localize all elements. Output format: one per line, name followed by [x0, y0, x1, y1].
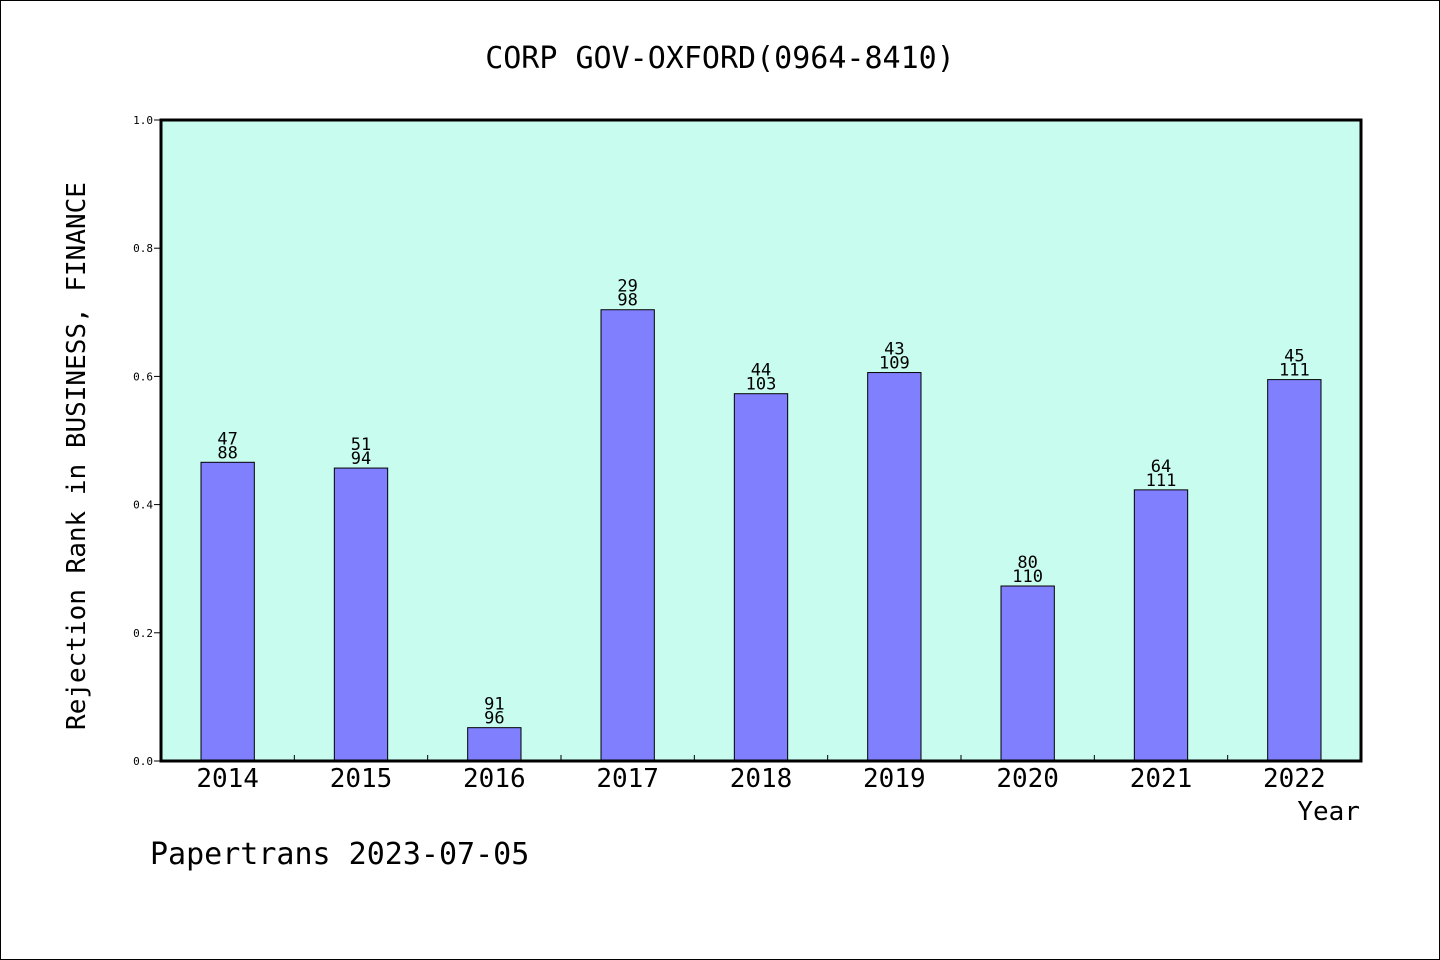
- y-tick-label: 0.0: [133, 755, 153, 768]
- x-axis-label: Year: [1297, 797, 1360, 827]
- x-axis-ticks: 2014 2015 2016 2017 2018 2019 2020 2021 2022: [196, 755, 1326, 794]
- y-tick-label: 1.0: [133, 114, 153, 127]
- bar-label-bottom: 111: [1279, 361, 1310, 381]
- x-tick-label: 2014: [196, 764, 259, 794]
- bar-label-bottom: 111: [1146, 471, 1177, 491]
- bar-label-bottom: 88: [217, 443, 237, 463]
- bar-label-top: 51: [351, 435, 371, 455]
- x-tick-label: 2017: [596, 764, 659, 794]
- bar-2018: [733, 393, 789, 762]
- bar-label-top: 91: [484, 695, 504, 715]
- x-tick-label: 2019: [863, 764, 926, 794]
- bar-2020: [1000, 585, 1055, 762]
- bar-label-top: 45: [1284, 347, 1304, 367]
- bar-label-bottom: 94: [351, 449, 371, 469]
- bar-label-bottom: 96: [484, 709, 504, 729]
- y-axis-label: Rejection Rank in BUSINESS, FINANCE: [62, 182, 92, 730]
- bar-label-top: 47: [217, 429, 237, 449]
- y-tick-label: 0.8: [133, 242, 153, 255]
- bar-label-bottom: 103: [746, 375, 777, 395]
- x-tick-label: 2021: [1130, 764, 1193, 794]
- x-tick-label: 2018: [730, 764, 793, 794]
- bar-2021: [1133, 489, 1189, 762]
- bar-label-top: 64: [1151, 457, 1171, 477]
- bar-2022: [1267, 379, 1322, 762]
- bar-2017: [600, 309, 655, 762]
- bar-label-bottom: 110: [1012, 567, 1043, 587]
- y-tick-label: 0.4: [133, 499, 153, 512]
- x-tick-label: 2015: [330, 764, 393, 794]
- x-tick-label: 2022: [1263, 764, 1326, 794]
- bar-2014: [200, 461, 255, 762]
- y-tick-label: 0.2: [133, 627, 153, 640]
- bar-2015: [333, 467, 389, 762]
- bar-label-bottom: 98: [617, 291, 637, 311]
- x-tick-label: 2020: [996, 764, 1059, 794]
- bar-label-top: 29: [617, 277, 637, 297]
- bar-label-top: 80: [1017, 553, 1037, 573]
- bar-label-bottom: 109: [879, 354, 910, 374]
- chart-title: CORP GOV-OXFORD(0964-8410): [485, 41, 955, 76]
- x-tick-label: 2016: [463, 764, 526, 794]
- bar-label-top: 43: [884, 340, 904, 360]
- y-tick-label: 0.6: [133, 370, 153, 383]
- footer-credit: Papertrans 2023-07-05: [150, 837, 529, 872]
- plot-border: [159, 118, 1363, 763]
- bar-2016: [467, 727, 522, 762]
- y-axis-ticks: 0.0 0.2 0.4 0.6 0.8 1.0: [133, 114, 161, 768]
- bar-label-top: 44: [751, 361, 771, 381]
- bar-2019: [867, 372, 922, 762]
